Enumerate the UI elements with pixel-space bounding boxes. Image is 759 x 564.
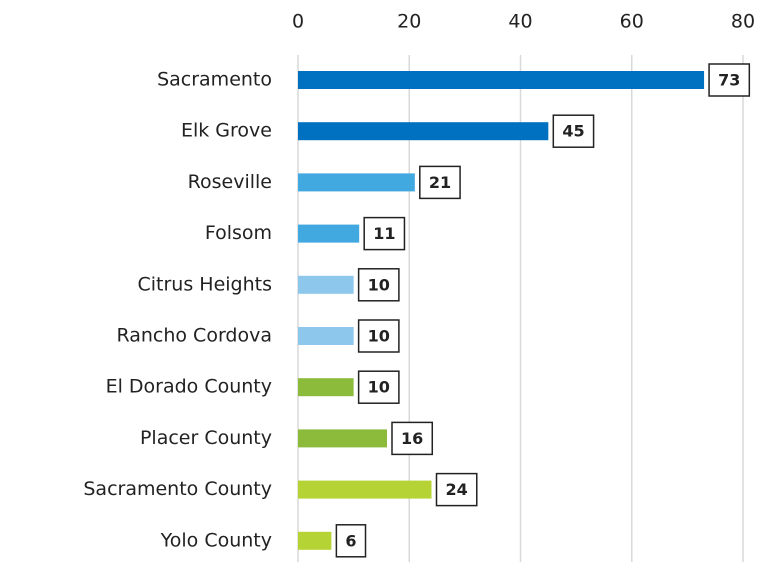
data-label-box <box>357 268 400 302</box>
bar <box>298 531 332 550</box>
y-tick-label: El Dorado County <box>106 376 272 398</box>
data-label: 10 <box>368 275 390 294</box>
data-label: 24 <box>446 480 468 499</box>
data-label-box <box>391 421 434 456</box>
data-label: 21 <box>429 173 451 192</box>
bar <box>298 122 549 141</box>
bar <box>298 71 705 89</box>
y-tick-label: Roseville <box>188 171 272 193</box>
y-tick-label: Sacramento County <box>83 478 272 500</box>
data-label-box <box>708 63 751 97</box>
y-tick-label: Elk Grove <box>181 120 272 142</box>
x-tick-label: 80 <box>731 11 755 33</box>
y-tick-label: Rancho Cordova <box>116 325 272 347</box>
data-label: 10 <box>368 327 390 346</box>
y-tick-label: Citrus Heights <box>138 273 273 295</box>
bar <box>298 480 432 499</box>
data-label-box <box>363 216 406 251</box>
y-tick-label: Yolo County <box>160 529 272 551</box>
y-tick-label: Placer County <box>140 427 272 449</box>
data-label-box <box>419 165 461 200</box>
data-label-box <box>552 114 595 148</box>
bar <box>298 173 415 192</box>
data-label-box <box>335 524 367 558</box>
x-tick-label: 60 <box>620 11 644 33</box>
data-label: 10 <box>368 378 390 397</box>
data-label: 45 <box>562 122 584 141</box>
bar <box>298 429 387 448</box>
bar <box>298 327 354 345</box>
x-tick-label: 40 <box>508 11 532 33</box>
bar <box>298 224 360 243</box>
data-label: 6 <box>345 531 356 550</box>
bar <box>298 275 354 294</box>
data-label-box <box>357 370 400 404</box>
y-tick-label: Folsom <box>205 222 272 244</box>
data-label: 11 <box>373 224 395 243</box>
x-tick-label: 0 <box>292 11 304 33</box>
data-label-box <box>357 319 400 353</box>
data-label: 16 <box>401 429 423 448</box>
x-tick-label: 20 <box>397 11 421 33</box>
bar <box>298 378 354 397</box>
y-tick-label: Sacramento <box>157 69 272 91</box>
data-label-box <box>435 472 478 507</box>
data-label: 73 <box>718 71 740 90</box>
